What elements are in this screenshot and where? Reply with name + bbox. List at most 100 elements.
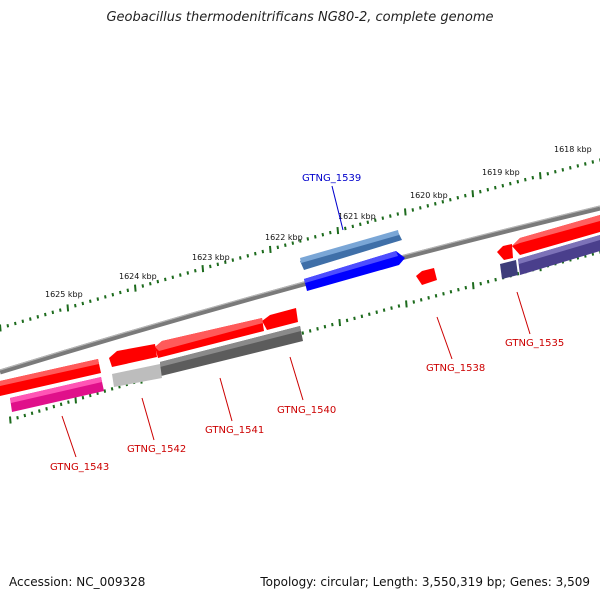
gene-label-reverse: GTNG_1540 bbox=[277, 405, 336, 416]
minor-tick bbox=[546, 171, 550, 176]
major-tick bbox=[471, 190, 475, 198]
minor-tick bbox=[52, 404, 56, 409]
minor-tick bbox=[464, 193, 467, 198]
minor-tick bbox=[316, 327, 319, 331]
minor-tick bbox=[412, 300, 416, 304]
major-tick bbox=[336, 226, 340, 235]
minor-tick bbox=[479, 281, 482, 286]
minor-tick bbox=[419, 206, 422, 210]
minor-tick bbox=[516, 271, 520, 276]
minor-tick bbox=[321, 232, 325, 237]
major-tick bbox=[471, 282, 475, 290]
gene-label-reverse: GTNG_1543 bbox=[50, 462, 109, 473]
minor-tick bbox=[59, 308, 62, 312]
minor-tick bbox=[119, 290, 122, 295]
gene-label-reverse: GTNG_1535 bbox=[505, 338, 564, 349]
minor-tick bbox=[179, 273, 182, 277]
minor-tick bbox=[360, 314, 364, 319]
minor-tick bbox=[569, 166, 572, 170]
gene-GTNG_1535[interactable] bbox=[497, 215, 600, 279]
minor-tick bbox=[434, 294, 438, 298]
major-tick bbox=[9, 416, 12, 424]
minor-tick bbox=[486, 279, 490, 284]
minor-tick bbox=[141, 284, 145, 288]
accession-text: Accession: NC_009328 bbox=[9, 575, 146, 589]
minor-tick bbox=[81, 395, 85, 400]
minor-tick bbox=[291, 241, 295, 245]
scale-label: 1625 kbp bbox=[45, 290, 83, 299]
minor-tick bbox=[426, 204, 430, 208]
minor-tick bbox=[96, 297, 100, 301]
minor-tick bbox=[16, 415, 19, 420]
minor-tick bbox=[353, 316, 356, 321]
minor-tick bbox=[397, 304, 401, 308]
minor-tick bbox=[224, 260, 227, 264]
minor-tick bbox=[164, 277, 167, 282]
minor-tick bbox=[44, 312, 47, 317]
minor-tick bbox=[299, 239, 302, 243]
minor-tick bbox=[442, 291, 445, 296]
minor-tick bbox=[449, 289, 453, 294]
minor-tick bbox=[434, 202, 437, 206]
minor-tick bbox=[494, 277, 497, 282]
major-tick bbox=[404, 208, 407, 216]
minor-tick bbox=[345, 318, 349, 323]
gene-GTNG_1541[interactable] bbox=[155, 318, 264, 358]
major-tick bbox=[405, 300, 408, 308]
genome-backbone bbox=[0, 205, 600, 375]
forward-tick-track bbox=[0, 158, 600, 332]
minor-tick bbox=[375, 310, 378, 314]
minor-tick bbox=[74, 303, 77, 308]
minor-tick bbox=[186, 271, 190, 275]
minor-tick bbox=[284, 243, 287, 247]
minor-tick bbox=[89, 299, 92, 304]
minor-tick bbox=[306, 237, 310, 241]
minor-tick bbox=[464, 285, 468, 290]
minor-tick bbox=[111, 292, 115, 297]
minor-tick bbox=[456, 195, 460, 200]
minor-tick bbox=[156, 279, 160, 284]
minor-tick bbox=[59, 402, 63, 407]
scale-label: 1619 kbp bbox=[482, 168, 520, 177]
gene-GTNG_1542[interactable] bbox=[109, 344, 162, 387]
minor-tick bbox=[231, 258, 235, 262]
minor-tick bbox=[45, 407, 48, 411]
minor-tick bbox=[301, 331, 305, 335]
minor-tick bbox=[584, 162, 587, 166]
minor-tick bbox=[194, 268, 197, 273]
minor-tick bbox=[389, 214, 392, 218]
major-tick bbox=[269, 245, 272, 254]
minor-tick bbox=[239, 256, 242, 260]
minor-tick bbox=[30, 411, 34, 416]
scale-label: 1623 kbp bbox=[192, 253, 230, 262]
minor-tick bbox=[88, 393, 92, 398]
minor-tick bbox=[103, 389, 107, 393]
minor-tick bbox=[323, 324, 327, 329]
gene-label-reverse: GTNG_1542 bbox=[127, 444, 186, 455]
minor-tick bbox=[308, 329, 312, 333]
minor-tick bbox=[67, 400, 70, 404]
minor-tick bbox=[374, 218, 377, 222]
scale-label: 1620 kbp bbox=[410, 191, 448, 200]
minor-tick bbox=[110, 387, 114, 391]
minor-tick bbox=[516, 179, 520, 184]
gene-GTNG_1540[interactable] bbox=[160, 308, 303, 376]
major-tick bbox=[66, 304, 70, 312]
gene-GTNG_1539[interactable] bbox=[300, 230, 405, 291]
minor-tick bbox=[479, 189, 482, 194]
minor-tick bbox=[561, 168, 565, 172]
gene-GTNG_1538[interactable] bbox=[416, 268, 437, 285]
scale-label: 1624 kbp bbox=[119, 272, 157, 281]
major-tick bbox=[74, 396, 77, 404]
minor-tick bbox=[441, 199, 445, 204]
minor-tick bbox=[359, 222, 362, 227]
minor-tick bbox=[254, 251, 257, 256]
minor-tick bbox=[390, 306, 393, 310]
minor-tick bbox=[51, 310, 55, 315]
minor-tick bbox=[449, 197, 452, 202]
minor-tick bbox=[171, 275, 175, 280]
gene-GTNG_1543[interactable] bbox=[0, 359, 104, 412]
minor-tick bbox=[21, 319, 25, 324]
minor-tick bbox=[104, 295, 107, 299]
major-tick bbox=[0, 324, 2, 332]
